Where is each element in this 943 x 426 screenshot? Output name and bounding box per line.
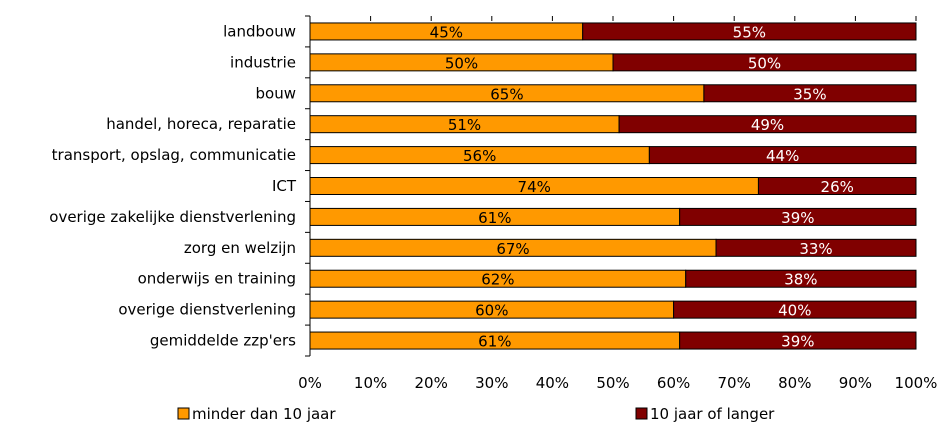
plot-area: 45% 55% 50% 50% 65% 35% 51% 49% 56% 44% 74% 26% 61% 3…: [309, 22, 917, 351]
data-label: 74%: [518, 178, 551, 196]
bar-segment-10-jaar-of-langer: [618, 115, 917, 134]
category-label: bouw: [256, 84, 296, 102]
bar-segment-10-jaar-of-langer: [582, 22, 917, 41]
x-tick-label: 100%: [895, 374, 938, 392]
data-label: 55%: [733, 23, 766, 41]
x-tick-label: 60%: [657, 374, 690, 392]
bar-segment-10-jaar-of-langer: [703, 84, 917, 103]
x-tick-label: 20%: [415, 374, 448, 392]
bar-segment-10-jaar-of-langer: [612, 53, 917, 72]
data-label: 61%: [478, 209, 511, 227]
category-label: transport, opslag, communicatie: [52, 146, 296, 164]
x-tick-label: 0%: [298, 374, 322, 392]
data-label: 45%: [430, 23, 463, 41]
legend-swatch: [177, 407, 190, 420]
data-label: 56%: [463, 147, 496, 165]
data-label: 33%: [799, 240, 832, 258]
data-label: 44%: [766, 147, 799, 165]
x-tick-label: 70%: [718, 374, 751, 392]
x-tick-label: 80%: [778, 374, 811, 392]
category-label: onderwijs en training: [138, 270, 296, 288]
bar-segment-10-jaar-of-langer: [679, 331, 917, 350]
data-label: 67%: [496, 240, 529, 258]
x-tick-label: 40%: [536, 374, 569, 392]
bar-segment-10-jaar-of-langer: [673, 300, 917, 319]
data-label: 39%: [781, 333, 814, 351]
category-label: zorg en welzijn: [184, 239, 296, 257]
data-label: 50%: [445, 54, 478, 72]
bar-segment-10-jaar-of-langer: [757, 177, 917, 195]
bar-segment-10-jaar-of-langer: [679, 207, 917, 226]
category-label: landbouw: [223, 22, 296, 40]
data-label: 35%: [793, 85, 826, 103]
x-tick-label: 30%: [475, 374, 508, 392]
data-label: 26%: [821, 178, 854, 196]
data-label: 65%: [490, 85, 523, 103]
category-label: handel, horeca, reparatie: [106, 115, 296, 133]
data-label: 62%: [481, 271, 514, 289]
legend-label: 10 jaar of langer: [650, 405, 775, 423]
data-label: 61%: [478, 333, 511, 351]
bar-segment-10-jaar-of-langer: [715, 238, 917, 257]
legend-label: minder dan 10 jaar: [192, 405, 336, 423]
data-label: 39%: [781, 209, 814, 227]
data-label: 49%: [751, 116, 784, 134]
legend-swatch: [635, 407, 648, 420]
data-label: 51%: [448, 116, 481, 134]
category-label: gemiddelde zzp'ers: [150, 332, 296, 350]
bar-segment-10-jaar-of-langer: [648, 146, 917, 165]
category-axis-labels: landbouw industrie bouw handel, horeca, rep…: [49, 22, 297, 349]
x-axis: 0% 10% 20% 30% 40% 50% 60% 70% 80% 90% 100%: [298, 15, 938, 392]
legend: minder dan 10 jaar 10 jaar of langer: [177, 405, 775, 423]
x-tick-label: 90%: [839, 374, 872, 392]
category-label: industrie: [230, 53, 296, 71]
x-tick-label: 10%: [354, 374, 387, 392]
data-label: 50%: [748, 54, 781, 72]
category-label: overige dienstverlening: [118, 301, 296, 319]
data-label: 40%: [778, 302, 811, 320]
x-tick-label: 50%: [596, 374, 629, 392]
data-label: 60%: [475, 302, 508, 320]
category-label: ICT: [272, 177, 297, 195]
category-label: overige zakelijke dienstverlening: [49, 208, 296, 226]
data-label: 38%: [784, 271, 817, 289]
bar-segment-10-jaar-of-langer: [685, 269, 917, 288]
